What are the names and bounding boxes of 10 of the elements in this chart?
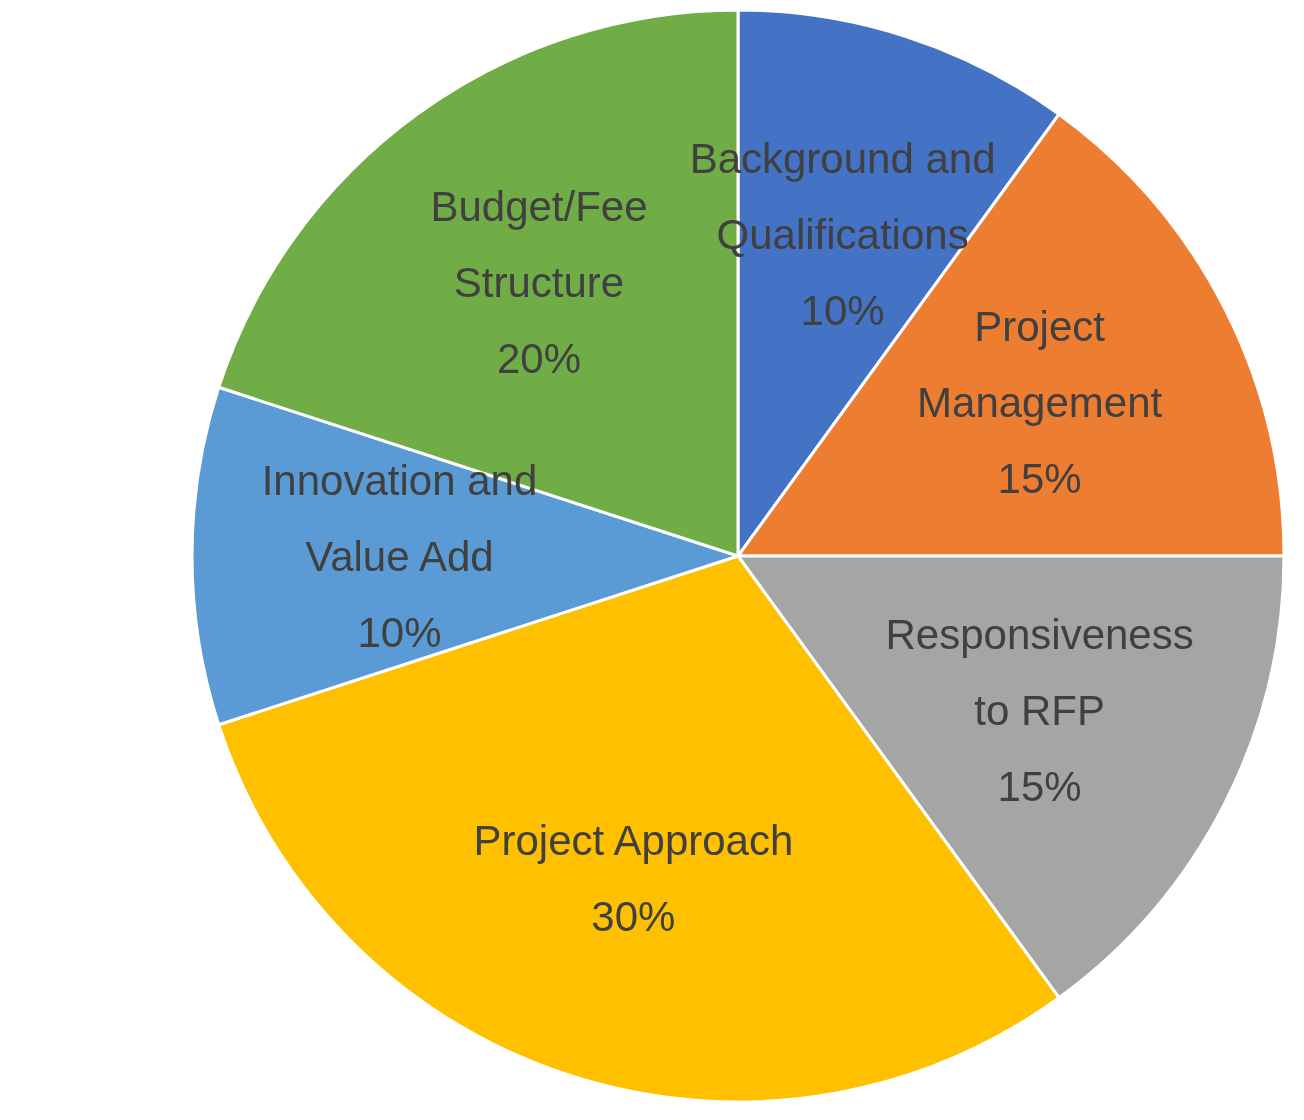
slice-label: Responsiveness to RFP [885,610,1194,734]
data-label: 10% [357,608,442,656]
data-label: 30% [591,892,676,940]
data-label: 20% [496,334,582,382]
slice-label: Project Management [917,302,1163,426]
data-label: 10% [800,286,885,334]
slice-label: Project Approach [473,816,794,864]
data-label: 15% [997,454,1082,502]
slice-label: Budget/Fee Structure [430,182,648,306]
data-label: 15% [997,762,1082,810]
